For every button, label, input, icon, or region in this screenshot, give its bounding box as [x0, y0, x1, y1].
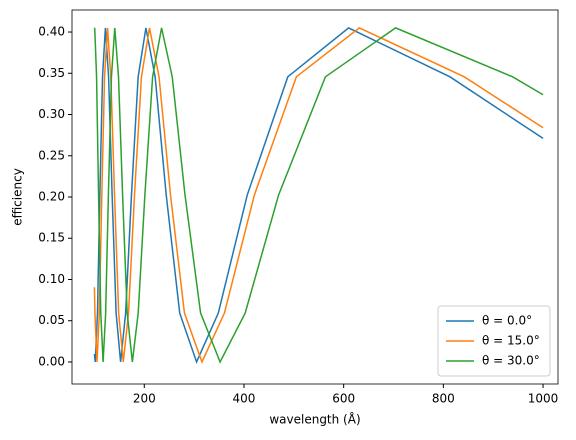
x-tick-label: 600 — [332, 392, 355, 406]
plot-frame — [71, 9, 559, 385]
y-tick-label: 0.00 — [38, 354, 65, 368]
x-axis-label: wavelength (Å) — [269, 412, 360, 427]
y-tick-label: 0.10 — [38, 272, 65, 286]
legend-label: θ = 30.0° — [482, 354, 540, 368]
y-tick-label: 0.05 — [38, 313, 65, 327]
legend-box — [437, 305, 551, 377]
line — [93, 27, 544, 365]
line — [93, 27, 544, 364]
x-tick-label: 800 — [432, 392, 455, 406]
legend-label: θ = 0.0° — [482, 314, 532, 328]
y-tick-label: 0.15 — [38, 231, 65, 245]
y-tick-label: 0.25 — [38, 148, 65, 162]
y-tick-label: 0.30 — [38, 107, 65, 121]
legend-label: θ = 15.0° — [482, 334, 540, 348]
x-tick-label: 1000 — [528, 392, 559, 406]
y-tick-label: 0.40 — [38, 25, 65, 39]
plot-area — [93, 27, 544, 365]
line — [93, 27, 544, 364]
y-axis-label: efficiency — [11, 168, 25, 226]
y-tick-label: 0.35 — [38, 66, 65, 80]
y-tick-label: 0.20 — [38, 190, 65, 204]
x-tick-label: 200 — [133, 392, 156, 406]
x-tick-label: 400 — [233, 392, 256, 406]
